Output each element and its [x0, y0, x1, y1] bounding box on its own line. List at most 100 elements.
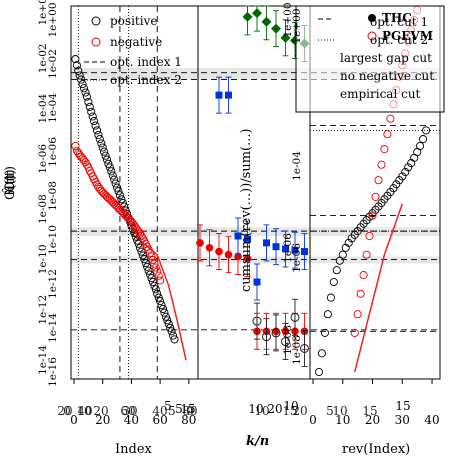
thc-point-1: [317, 349, 326, 358]
positive-point-58: [154, 293, 163, 302]
negative-point-46: [137, 231, 146, 241]
legend-empirical-label: empirical cut: [340, 87, 421, 101]
positive-point-56: [151, 285, 160, 294]
right-ytick-label-1: 1e-04: [291, 151, 303, 181]
pgevm-point-2: [356, 289, 365, 298]
negative-point-57: [153, 267, 162, 276]
right-ytick-fragment-0: 1e+00: [282, 2, 294, 37]
open-point-3: [281, 337, 290, 347]
left-ytick-label-3: 1e-10: [47, 225, 59, 255]
left-ytick-label-7: 1e-02: [47, 49, 59, 79]
positive-point-48: [140, 255, 149, 264]
left-xtick-label-1: 20: [95, 413, 110, 427]
positive-point-9: [84, 97, 93, 107]
positive-point-20: [100, 147, 109, 156]
left-ylabel-ot: O(t): [3, 166, 18, 192]
open-point-4: [290, 312, 300, 322]
left-series-layer: [71, 55, 179, 344]
negative-point-19: [98, 188, 107, 197]
bottom-xtick-fragment-4: 40: [152, 404, 167, 418]
negative-point-7: [81, 158, 90, 167]
positive-point-19: [98, 143, 107, 152]
negative-point-59: [156, 276, 165, 285]
thc-point-10: [344, 238, 353, 247]
right-fit-line: [353, 203, 404, 373]
bottom-xtick-fragment-9: 80: [182, 404, 197, 418]
pgevm-point-7: [371, 192, 380, 201]
positive-point-11: [87, 107, 96, 116]
negative-point-54: [148, 255, 157, 265]
legend-opt-cut-2-label: opt. cut 2: [370, 33, 428, 47]
square-point-7: [282, 245, 289, 253]
positive-point-23: [104, 159, 113, 168]
right-ytick-label-0: 1e+00: [291, 8, 303, 43]
negative-point-41: [130, 221, 139, 230]
negative-point-55: [150, 259, 159, 268]
positive-point-27: [110, 175, 119, 184]
pgevm-point-6: [368, 211, 377, 220]
positive-point-51: [144, 266, 153, 275]
negative-point-44: [134, 227, 143, 236]
pgevm-point-0: [350, 328, 359, 337]
pgevm-point-3: [359, 271, 368, 280]
positive-point-47: [138, 251, 147, 260]
right-ytick-label-2: 1e-06: [291, 243, 303, 273]
filled-point-1: [205, 243, 214, 252]
positive-point-33: [118, 198, 127, 208]
left-ytick-label-10: 1e-12: [37, 295, 49, 325]
open-point-0: [252, 316, 262, 326]
negative-point-36: [123, 212, 132, 222]
left-ytick-label-11: 1e-10: [37, 244, 49, 274]
negative-point-24: [105, 195, 114, 204]
positive-point-59: [156, 297, 165, 306]
right-ytick-fragment-2: 1e-08: [282, 325, 294, 355]
left-xlabel: Index: [115, 442, 153, 457]
positive-point-68: [168, 331, 178, 340]
left-ytick-label-13: 1e-06: [37, 144, 49, 174]
diamond-point-2: [261, 16, 272, 27]
open-point-5: [300, 343, 309, 353]
left-ylabel-gt: G(t): [3, 174, 18, 200]
left-ytick-label-8: 1e+00: [47, 2, 59, 37]
legend-pgevm-marker: [367, 31, 377, 41]
diamond-point-4: [280, 32, 291, 43]
negative-point-33: [118, 208, 127, 217]
thc-point-35: [419, 135, 428, 144]
thc-point-3: [323, 310, 332, 319]
right-xlabel: rev(Index): [342, 442, 410, 457]
positive-point-31: [115, 191, 124, 200]
middle-xtick-label-1: 10: [248, 402, 263, 416]
positive-point-5: [78, 80, 87, 89]
pgevm-point-5: [365, 231, 374, 241]
positive-point-55: [150, 281, 159, 290]
right-ytick-labels: 1e+00 1e-04 1e-06 1e-08 1e+00 1e-06 1e-08: [282, 2, 303, 364]
bottom-xtick-fragment-3: 30: [122, 404, 137, 418]
bottom-xtick-fragment-5: 0: [186, 404, 194, 418]
bottom-xtick-fragment-8: 60: [120, 404, 135, 418]
positive-point-17: [95, 135, 104, 144]
diamond-point-1: [252, 8, 262, 19]
left-ytick-label-14: 1e-04: [37, 93, 49, 123]
legend-positive-marker: [91, 16, 101, 26]
square-point-0: [215, 91, 223, 99]
middle-xlabel: k/n: [246, 434, 269, 449]
negative-point-20: [100, 189, 109, 198]
legend-positive-label: positive: [110, 14, 157, 28]
left-ytick-label-4: 1e-08: [47, 181, 59, 211]
positive-point-69: [170, 335, 179, 344]
filled-point-5: [243, 254, 252, 263]
thc-point-2: [320, 328, 329, 337]
filled-point-4: [234, 252, 242, 261]
positive-point-65: [164, 319, 173, 328]
square-point-4: [253, 278, 261, 286]
positive-point-6: [79, 84, 89, 93]
square-point-1: [225, 91, 232, 99]
bottom-xtick-fragment-10: 5: [168, 404, 176, 418]
square-point-6: [272, 243, 280, 251]
bottom-xtick-fragment-13: 20: [292, 404, 307, 418]
negative-point-21: [101, 191, 110, 200]
positive-point-30: [114, 187, 123, 196]
left-xtick-label-4: 80: [181, 413, 196, 427]
thc-point-4: [326, 293, 335, 302]
